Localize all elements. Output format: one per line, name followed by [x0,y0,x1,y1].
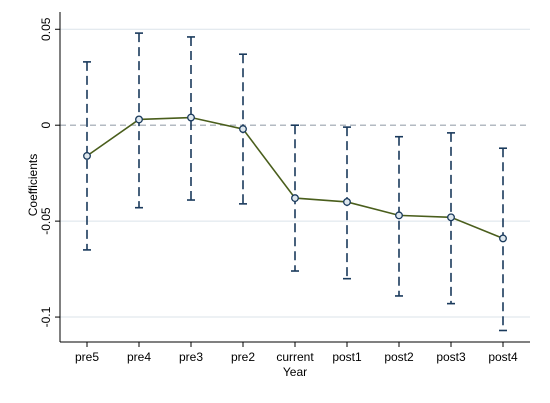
x-axis-title: Year [283,365,307,379]
data-point [395,211,403,220]
data-point [291,194,299,203]
x-tick-label: pre5 [75,350,99,364]
x-tick-label: pre2 [231,350,255,364]
data-point [447,213,455,222]
y-tick-label: -0.05 [39,207,53,235]
data-point [83,151,91,160]
x-tick-label: post2 [384,350,414,364]
data-point [187,113,195,122]
x-tick-label: post1 [332,350,362,364]
data-point [499,234,507,243]
data-point [135,115,143,124]
x-tick-label: post3 [436,350,466,364]
series-markers [83,113,507,243]
y-tick-label: 0 [39,122,53,129]
y-tick-labels: 0.05 0 -0.05 -0.1 [39,17,53,327]
x-tick-label: pre3 [179,350,203,364]
axes [55,12,530,347]
y-tick-label: -0.1 [39,306,53,327]
data-point [343,197,351,206]
x-tick-label: post4 [488,350,518,364]
y-axis-title: Coefficients [26,154,40,216]
x-tick-label: pre4 [127,350,151,364]
data-point [239,125,247,133]
x-tick-labels: pre5 pre4 pre3 pre2 current post1 post2 post3 po… [75,350,518,364]
y-tick-label: 0.05 [39,17,53,41]
x-tick-label: current [276,350,314,364]
